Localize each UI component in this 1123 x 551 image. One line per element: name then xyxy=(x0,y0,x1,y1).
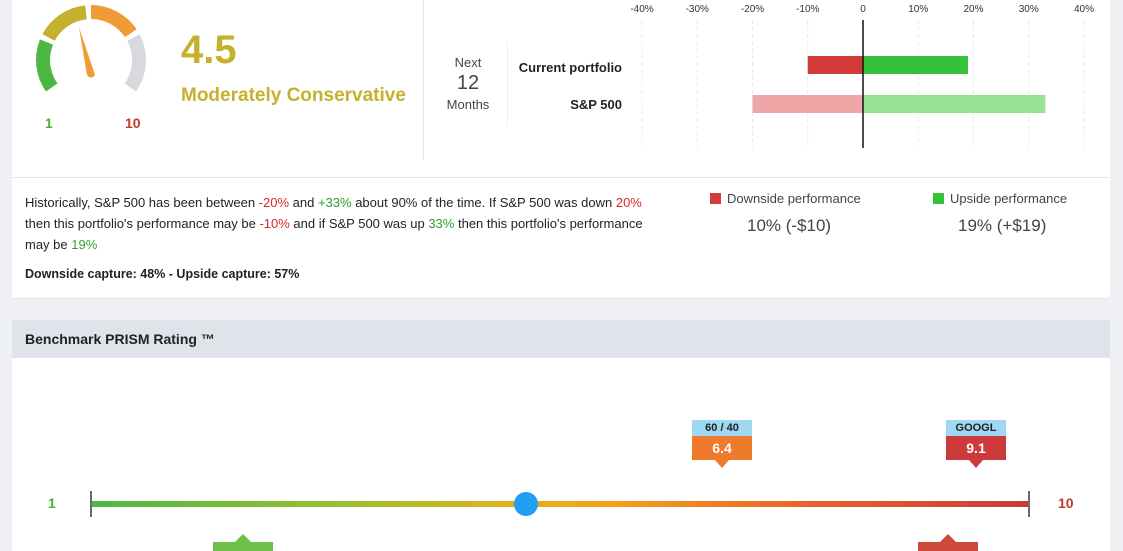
horizon-prefix: Next xyxy=(454,55,482,70)
desc-value-pos: 19% xyxy=(71,237,98,252)
prism-section-header xyxy=(12,320,1110,358)
section-divider xyxy=(12,177,1110,178)
tick-label: 20% xyxy=(963,4,983,15)
bar-label-sp500: S&P 500 xyxy=(570,97,622,112)
upside-bar-sp500 xyxy=(863,95,1046,113)
gauge-segment-inactive xyxy=(124,34,146,92)
upside-legend-label: Upside performance xyxy=(950,191,1068,206)
benchmark-flag-60-40[interactable]: 60 / 40 6.4 xyxy=(692,420,752,468)
tick-label: -30% xyxy=(686,4,709,15)
downside-legend-label: Downside performance xyxy=(727,191,861,206)
risk-score-value: 4.5 xyxy=(181,28,237,72)
portfolio-rating-marker[interactable] xyxy=(514,492,538,516)
gauge-segment-high xyxy=(90,5,137,38)
capture-summary: Downside capture: 48% - Upside capture: … xyxy=(25,267,300,281)
gauge-needle xyxy=(78,27,95,78)
range-bar-chart: -40% -30% -20% -10% 0 10% 20% 30% 40% xyxy=(630,4,1094,148)
desc-text-part: Historically, S&P 500 has been between xyxy=(25,195,259,210)
benchmark-flag-value: 6.4 xyxy=(692,436,752,460)
lower-flag-red[interactable] xyxy=(918,533,978,551)
tick-label: -20% xyxy=(741,4,764,15)
tick-label: -40% xyxy=(630,4,653,15)
gauge-segment-low xyxy=(36,39,58,92)
scale-min-label: 1 xyxy=(48,495,56,511)
lower-flag-green[interactable] xyxy=(213,533,273,551)
tick-label: 40% xyxy=(1074,4,1094,15)
scale-max-label: 10 xyxy=(1058,495,1074,511)
horizon-unit: Months xyxy=(446,97,490,112)
desc-value-neg: -20% xyxy=(258,195,290,210)
prism-section-title: Benchmark PRISM Rating ™ xyxy=(25,331,215,347)
gauge-max-label: 10 xyxy=(125,115,141,131)
flag-pointer xyxy=(715,460,729,468)
downside-swatch xyxy=(710,193,721,204)
chart-grid xyxy=(641,20,1085,148)
desc-value-pos: 33% xyxy=(428,216,455,231)
upside-swatch xyxy=(933,193,944,204)
benchmark-flag-value: 9.1 xyxy=(946,436,1006,460)
downside-bar-sp500 xyxy=(752,95,863,113)
desc-value-pos: +33% xyxy=(317,195,352,210)
chart-bars xyxy=(752,56,1046,113)
historical-description: Historically, S&P 500 has been between -… xyxy=(25,192,665,255)
gauge-min-label: 1 xyxy=(45,115,53,131)
benchmark-flag-name: GOOGL xyxy=(946,420,1006,436)
upside-bar-current-portfolio xyxy=(863,56,968,74)
prism-rating-card xyxy=(12,358,1110,551)
desc-value-neg: -10% xyxy=(259,216,290,231)
upside-value: 19% (+$19) xyxy=(958,216,1047,235)
bar-label-current-portfolio: Current portfolio xyxy=(518,60,622,75)
tick-label: -10% xyxy=(796,4,819,15)
downside-bar-current-portfolio xyxy=(807,56,863,74)
desc-text-part: about 90% of the time. If S&P 500 was do… xyxy=(351,195,616,210)
risk-summary-card xyxy=(12,0,1110,299)
desc-text-part: then this portfolio's performance may be xyxy=(25,216,260,231)
desc-text-part: and xyxy=(289,195,318,210)
risk-gauge xyxy=(36,5,146,92)
benchmark-flag-name: 60 / 40 xyxy=(692,420,752,436)
downside-value: 10% (-$10) xyxy=(747,216,832,235)
horizon-number: 12 xyxy=(456,72,480,94)
downside-legend: Downside performance xyxy=(710,191,861,206)
tick-label: 30% xyxy=(1019,4,1039,15)
section-divider xyxy=(423,0,424,160)
gauge-segment-mid xyxy=(42,5,88,42)
upside-legend: Upside performance xyxy=(933,191,1067,206)
chart-tick-labels: -40% -30% -20% -10% 0 10% 20% 30% 40% xyxy=(630,4,1094,15)
prism-scale-bar xyxy=(92,501,1030,507)
risk-score-label: Moderately Conservative xyxy=(181,85,406,106)
label-divider xyxy=(507,42,508,126)
desc-text-part: and if S&P 500 was up xyxy=(289,216,429,231)
tick-label: 10% xyxy=(908,4,928,15)
flag-pointer xyxy=(969,460,983,468)
scale-end-tick xyxy=(90,491,92,517)
desc-value-neg: 20% xyxy=(615,195,642,210)
tick-label: 0 xyxy=(860,4,866,15)
scale-end-tick xyxy=(1028,491,1030,517)
desc-text-part: then this portfolio's performance may be xyxy=(25,216,643,252)
benchmark-flag-googl[interactable]: GOOGL 9.1 xyxy=(946,420,1006,468)
